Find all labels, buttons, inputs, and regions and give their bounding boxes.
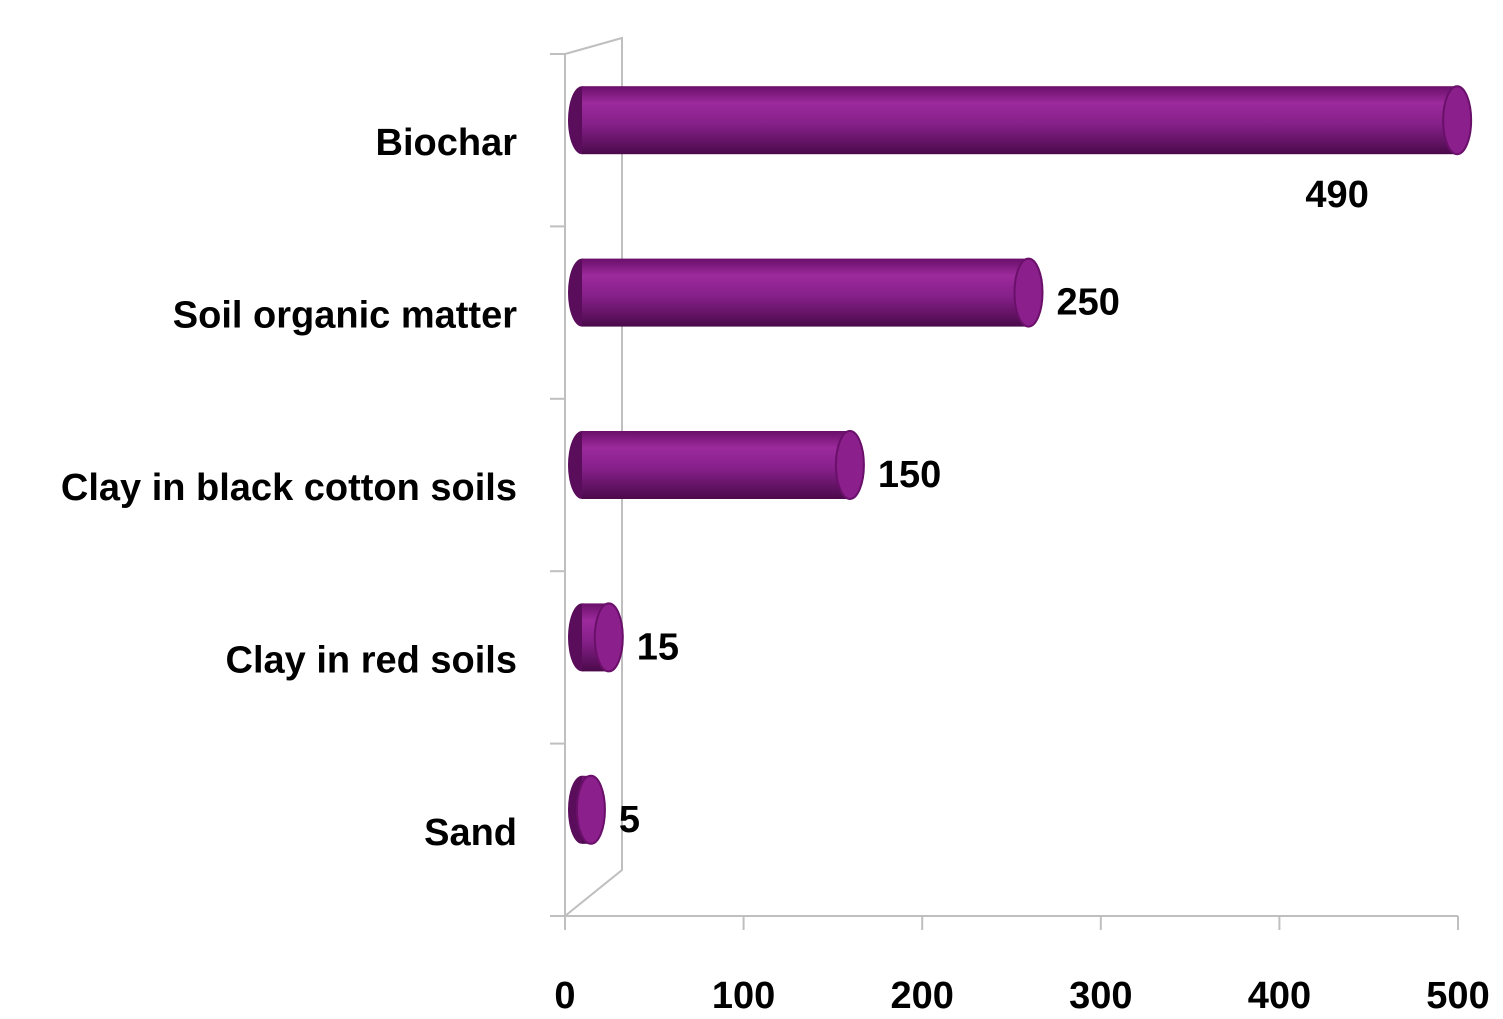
bar-cap — [575, 774, 606, 845]
y-tick-label: Soil organic matter — [173, 295, 517, 337]
bar-cap — [1013, 257, 1044, 328]
bar-cap — [834, 430, 865, 500]
bar — [582, 86, 1458, 155]
x-tick-label: 0 — [554, 975, 575, 1017]
bar — [582, 258, 1029, 327]
x-tick-label: 100 — [712, 975, 775, 1017]
value-label: 250 — [1057, 282, 1120, 324]
y-tick-label: Biochar — [376, 122, 518, 164]
x-tick-label: 400 — [1248, 975, 1311, 1017]
bar-cap — [593, 602, 624, 673]
x-tick-label: 500 — [1426, 975, 1489, 1017]
y-tick-label: Sand — [424, 812, 517, 854]
y-tick-label: Clay in black cotton soils — [61, 467, 517, 509]
y-tick-label: Clay in red soils — [226, 639, 517, 681]
value-label: 15 — [637, 626, 679, 668]
value-label: 150 — [878, 454, 941, 496]
x-tick-label: 200 — [890, 975, 953, 1017]
value-label: 490 — [1305, 174, 1368, 216]
value-label: 5 — [619, 799, 640, 841]
bar — [582, 431, 850, 499]
bar-cap — [1442, 85, 1473, 156]
x-tick-label: 300 — [1069, 975, 1132, 1017]
